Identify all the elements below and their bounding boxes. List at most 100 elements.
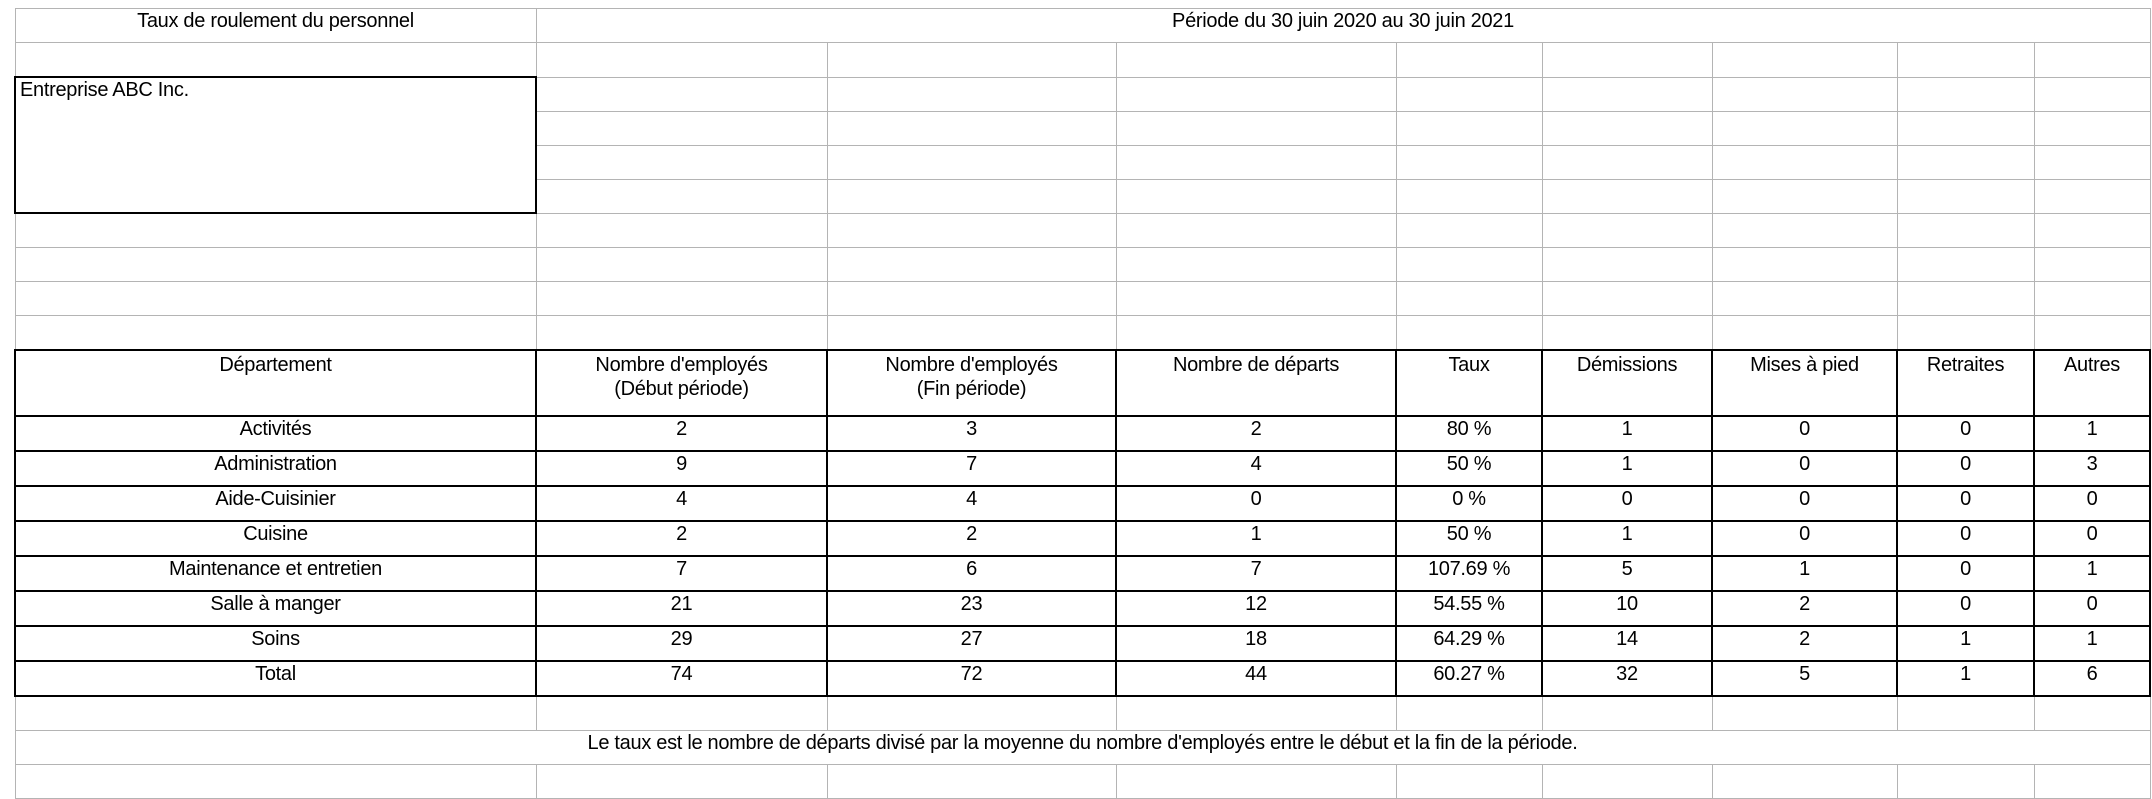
empty-cell[interactable] [2033,764,2151,799]
empty-cell[interactable] [1711,764,1898,799]
empty-cell[interactable] [1541,144,1713,180]
value-cell[interactable]: 6 [2033,660,2151,697]
empty-cell[interactable] [1541,76,1713,112]
value-cell[interactable]: 64.29 % [1395,625,1543,662]
value-cell[interactable]: 4 [826,485,1117,522]
value-cell[interactable]: 60.27 % [1395,660,1543,697]
value-cell[interactable]: 2 [535,415,828,452]
empty-cell[interactable] [2033,212,2151,248]
value-cell[interactable]: 7 [826,450,1117,487]
empty-cell[interactable] [2033,178,2151,214]
empty-cell[interactable] [535,110,828,146]
empty-cell[interactable] [1711,212,1898,248]
empty-cell[interactable] [1541,247,1713,282]
column-header[interactable]: Taux [1395,349,1543,417]
empty-cell[interactable] [1896,247,2035,282]
value-cell[interactable]: 2 [1711,590,1898,627]
empty-cell[interactable] [1541,315,1713,351]
value-cell[interactable]: 0 [2033,590,2151,627]
value-cell[interactable]: 9 [535,450,828,487]
value-cell[interactable]: 44 [1115,660,1397,697]
empty-cell[interactable] [1896,695,2035,731]
value-cell[interactable]: 0 [2033,520,2151,557]
empty-cell[interactable] [2033,144,2151,180]
value-cell[interactable]: 1 [1541,415,1713,452]
empty-cell[interactable] [1115,76,1397,112]
value-cell[interactable]: 50 % [1395,450,1543,487]
empty-cell[interactable] [2033,281,2151,316]
empty-cell[interactable] [826,281,1117,316]
column-header[interactable]: Nombre d'employés (Fin période) [826,349,1117,417]
value-cell[interactable]: 0 [1896,485,2035,522]
empty-cell[interactable] [535,695,828,731]
value-cell[interactable]: 2 [1711,625,1898,662]
empty-cell[interactable] [1896,212,2035,248]
empty-cell[interactable] [535,247,828,282]
empty-cell[interactable] [826,315,1117,351]
empty-cell[interactable] [1711,178,1898,214]
value-cell[interactable]: 1 [1541,450,1713,487]
company-name[interactable]: Entreprise ABC Inc. [14,76,537,214]
empty-cell[interactable] [1896,144,2035,180]
value-cell[interactable]: 7 [535,555,828,592]
empty-cell[interactable] [1115,144,1397,180]
value-cell[interactable]: 0 [1896,590,2035,627]
empty-cell[interactable] [14,315,537,351]
column-header[interactable]: Mises à pied [1711,349,1898,417]
empty-cell[interactable] [826,42,1117,78]
value-cell[interactable]: 4 [1115,450,1397,487]
empty-cell[interactable] [14,247,537,282]
value-cell[interactable]: 7 [1115,555,1397,592]
empty-cell[interactable] [1711,247,1898,282]
value-cell[interactable]: 0 [1711,520,1898,557]
empty-cell[interactable] [1896,281,2035,316]
empty-cell[interactable] [1896,76,2035,112]
value-cell[interactable]: 1 [1896,660,2035,697]
empty-cell[interactable] [1896,764,2035,799]
empty-cell[interactable] [535,212,828,248]
empty-cell[interactable] [1115,42,1397,78]
value-cell[interactable]: 2 [1115,415,1397,452]
value-cell[interactable]: 21 [535,590,828,627]
empty-cell[interactable] [535,178,828,214]
empty-cell[interactable] [1395,315,1543,351]
empty-cell[interactable] [1395,212,1543,248]
empty-cell[interactable] [1711,315,1898,351]
department-cell[interactable]: Salle à manger [14,590,537,627]
value-cell[interactable]: 3 [2033,450,2151,487]
empty-cell[interactable] [1711,42,1898,78]
empty-cell[interactable] [2033,247,2151,282]
column-header[interactable]: Retraites [1896,349,2035,417]
value-cell[interactable]: 18 [1115,625,1397,662]
value-cell[interactable]: 0 [1711,415,1898,452]
empty-cell[interactable] [1115,281,1397,316]
value-cell[interactable]: 32 [1541,660,1713,697]
empty-cell[interactable] [1541,42,1713,78]
empty-cell[interactable] [1896,178,2035,214]
value-cell[interactable]: 0 [1711,450,1898,487]
value-cell[interactable]: 72 [826,660,1117,697]
empty-cell[interactable] [2033,76,2151,112]
value-cell[interactable]: 0 [1896,415,2035,452]
empty-cell[interactable] [14,281,537,316]
empty-cell[interactable] [1541,212,1713,248]
value-cell[interactable]: 50 % [1395,520,1543,557]
column-header[interactable]: Autres [2033,349,2151,417]
value-cell[interactable]: 0 % [1395,485,1543,522]
empty-cell[interactable] [535,42,828,78]
value-cell[interactable]: 6 [826,555,1117,592]
empty-cell[interactable] [1395,42,1543,78]
value-cell[interactable]: 107.69 % [1395,555,1543,592]
empty-cell[interactable] [1711,695,1898,731]
empty-cell[interactable] [1395,110,1543,146]
value-cell[interactable]: 80 % [1395,415,1543,452]
column-header[interactable]: Démissions [1541,349,1713,417]
empty-cell[interactable] [1896,315,2035,351]
empty-cell[interactable] [1541,764,1713,799]
empty-cell[interactable] [826,695,1117,731]
value-cell[interactable]: 2 [826,520,1117,557]
empty-cell[interactable] [1896,42,2035,78]
empty-cell[interactable] [1115,695,1397,731]
empty-cell[interactable] [2033,42,2151,78]
empty-cell[interactable] [1115,247,1397,282]
